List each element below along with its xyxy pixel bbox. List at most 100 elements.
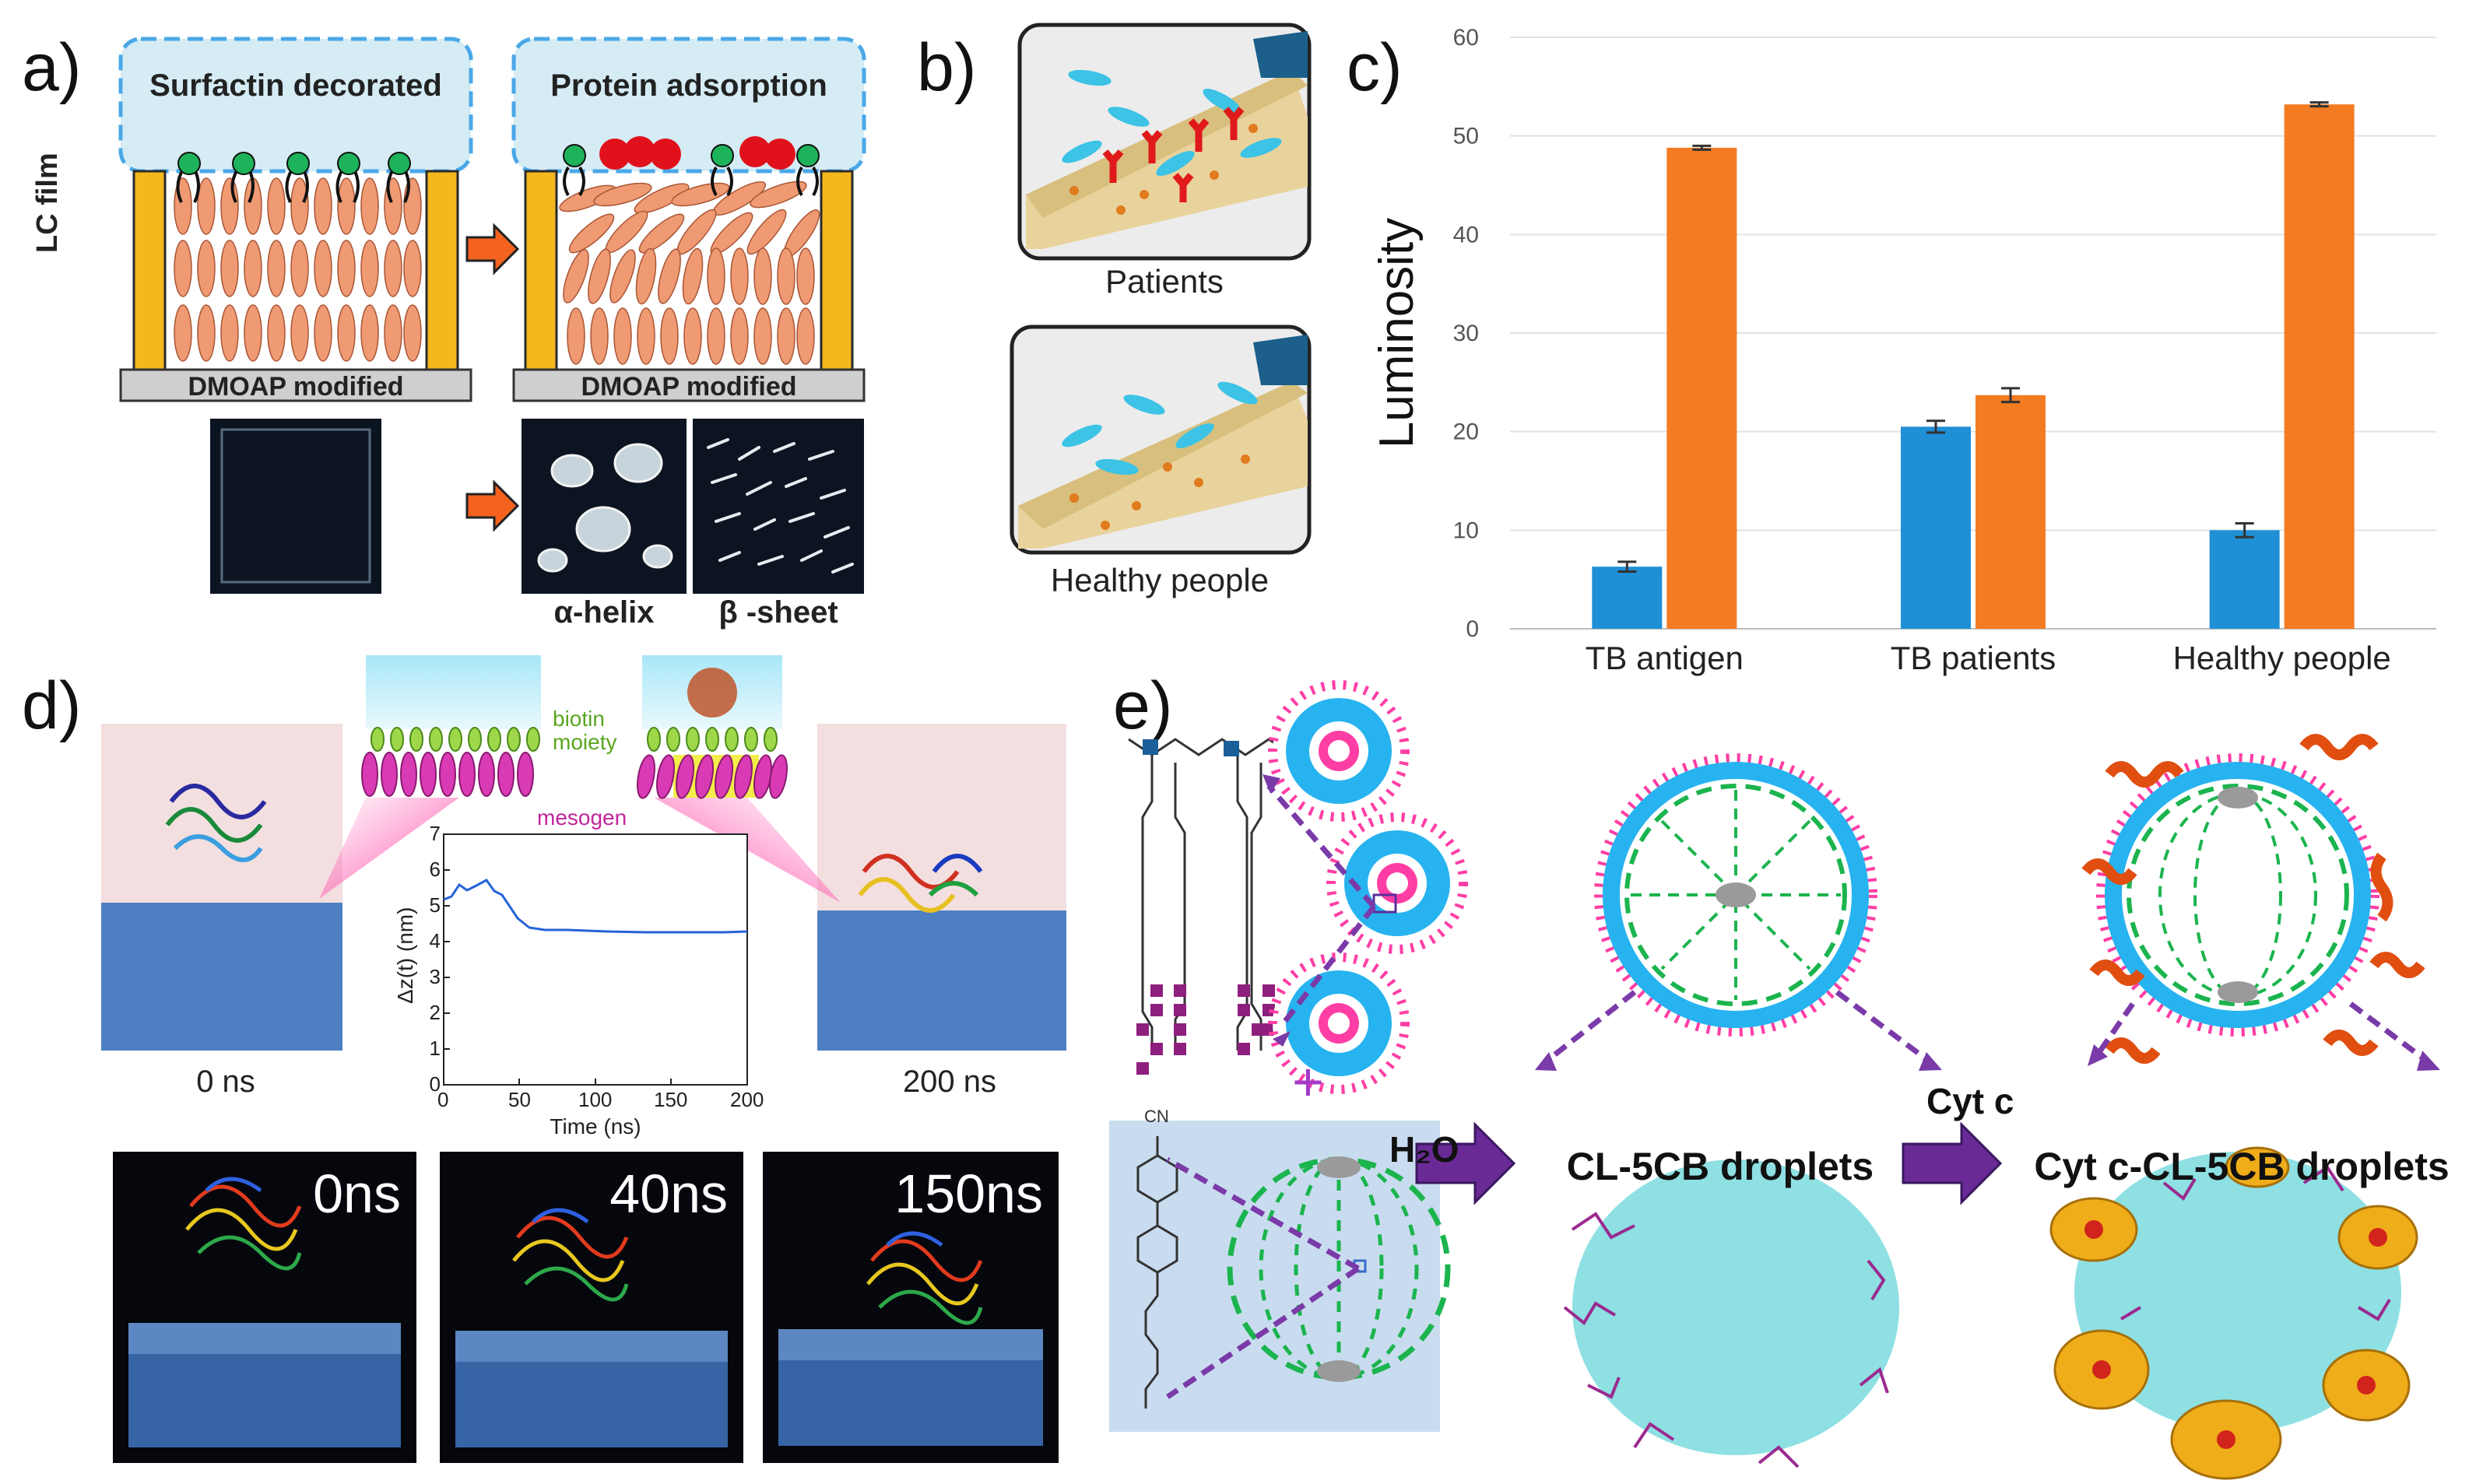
snapshot-150ns: 150ns [763, 1152, 1059, 1463]
inset-ytick: 4 [429, 929, 441, 952]
left-box-title: Surfactin decorated [149, 68, 442, 103]
inset-ytick: 6 [429, 858, 441, 881]
cytc-cl-5cb-droplet [2081, 734, 2440, 1071]
beta-sheet-streaks [707, 438, 854, 574]
healthy-light-source [1253, 335, 1308, 385]
left-substrate-label: DMOAP modified [188, 372, 404, 402]
snapshot-0ns-label: 0ns [313, 1163, 401, 1224]
bar [1592, 567, 1663, 629]
right-sim-time: 200 ns [902, 1065, 997, 1099]
y-tick-label: 60 [1453, 25, 1479, 51]
5cb-structure [1136, 1136, 1178, 1409]
alpha-helix-domains [537, 443, 673, 573]
inset-xtick: 100 [578, 1088, 613, 1111]
cytc-label: Cyt c [1926, 1081, 2014, 1121]
left-sim-lc [101, 903, 342, 1051]
inset-ytick: 1 [429, 1037, 441, 1060]
vesicle-cluster [1263, 680, 1468, 1094]
patients-molecules [1062, 69, 1282, 215]
inset-plot [443, 833, 748, 1086]
arrow-a-top [465, 223, 520, 275]
bar [2209, 530, 2280, 629]
arrow-a-bottom [465, 479, 520, 532]
healthy-label: Healthy people [1050, 562, 1270, 598]
right-substrate [512, 368, 866, 402]
left-pink-funnel [319, 798, 459, 899]
left-substrate [119, 368, 472, 402]
right-substrate-label: DMOAP modified [581, 372, 797, 402]
cl-5cb-molecular-render [1563, 1159, 1899, 1468]
right-box-title: Protein adsorption [550, 68, 827, 103]
mesogen-label: mesogen [537, 805, 627, 830]
biotin-label: biotin [553, 707, 605, 731]
panel-e-label: e) [1113, 668, 1173, 743]
plus-sign: + [1292, 1051, 1324, 1112]
panel-b: b) [887, 0, 1323, 623]
x-category-label: TB antigen [1586, 640, 1744, 676]
y-tick-label: 10 [1453, 517, 1479, 543]
inset-yticks: 7 6 5 4 3 2 1 0 [420, 822, 441, 1102]
inset-xlabel: Time (ns) [550, 1114, 641, 1138]
inset-plot-frame [443, 833, 748, 1086]
bar [2284, 104, 2355, 630]
y-tick-label: 20 [1453, 419, 1479, 445]
left-mesogens [174, 177, 422, 362]
cytc-molecular-render [2049, 1146, 2418, 1480]
y-tick-label: 0 [1466, 616, 1479, 642]
right-sim-lc [817, 910, 1066, 1051]
x-category-label: TB patients [1891, 640, 2056, 676]
left-surfactin [176, 152, 411, 203]
alpha-helix-label: α-helix [553, 595, 655, 630]
5cb-droplet-diagram [1166, 1156, 1451, 1399]
panel-a-schematic [118, 37, 866, 594]
bar [1901, 426, 1971, 629]
inset-ylabel: Δz(t) (nm) [393, 907, 417, 1004]
right-interface-protein [687, 668, 737, 717]
panel-d-schematic [101, 655, 1066, 1086]
y-tick-label: 50 [1453, 124, 1479, 149]
snapshot-40ns-label: 40ns [609, 1163, 728, 1224]
inset-ytick: 3 [429, 965, 441, 988]
right-pillar-b [820, 170, 854, 371]
panel-d: d) [0, 638, 1090, 1484]
arrow-e-1 [1415, 1121, 1516, 1205]
right-interface-mesogens [637, 727, 788, 799]
inset-ytick: 5 [429, 893, 441, 917]
inset-ytick: 0 [429, 1072, 441, 1096]
left-sim-time: 0 ns [196, 1065, 255, 1099]
inset-xtick: 50 [508, 1088, 531, 1111]
patients-label: Patients [1105, 263, 1224, 300]
arrow-e-2 [1902, 1121, 2003, 1205]
h2o-label: H₂O [1389, 1129, 1459, 1170]
inset-xtick: 0 [437, 1088, 449, 1111]
snapshot-0ns: 0ns [113, 1152, 416, 1463]
left-medium-box [118, 37, 473, 174]
panel-e: e) [1090, 638, 2490, 1484]
panel-b-label: b) [917, 30, 977, 105]
right-medium-box [511, 37, 866, 174]
y-tick-label: 40 [1453, 222, 1479, 247]
left-protein [165, 784, 267, 862]
panel-b-schematic [1010, 23, 1312, 555]
inset-xtick: 200 [730, 1088, 764, 1111]
right-mesogens [559, 181, 820, 365]
inset-ytick: 2 [429, 1001, 441, 1024]
luminosity-bar-chart: 0 10 20 30 40 50 60 Luminosity TB antigen TB pati… [1370, 25, 2436, 676]
cl-5cb-droplet [1535, 753, 1942, 1071]
bar [1975, 395, 2046, 629]
panel-a: a) [0, 0, 872, 638]
cytc-helices [2081, 734, 2425, 1064]
bar [1666, 147, 1737, 629]
lc-film-label: LC film [31, 153, 64, 253]
left-pillar-a [132, 170, 167, 371]
panel-e-schematic [1109, 680, 2440, 1480]
left-interface-water [366, 655, 541, 729]
pom-image-initial [210, 419, 381, 594]
y-tick-label: 30 [1453, 321, 1479, 346]
snapshot-40ns: 40ns [440, 1152, 743, 1463]
panel-a-label: a) [22, 30, 82, 105]
patients-light-source [1253, 31, 1308, 78]
x-category-label: Healthy people [2173, 640, 2391, 676]
cl-5cb-droplets-label: CL-5CB droplets [1566, 1145, 1874, 1188]
pom-image-beta-sheet [693, 419, 864, 594]
